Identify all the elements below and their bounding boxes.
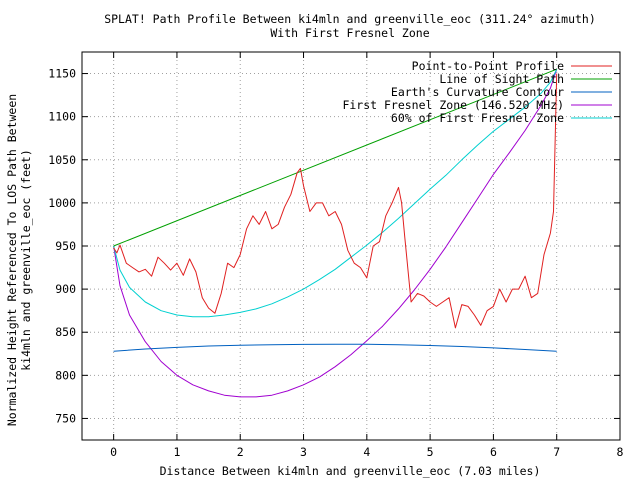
- y-tick-label: 850: [55, 325, 76, 339]
- y-tick-label: 750: [55, 411, 76, 425]
- series-line-first-fresnel-zone-146-520-mhz: [113, 69, 558, 398]
- y-tick-label: 950: [55, 239, 76, 253]
- grid-lines: [82, 52, 621, 440]
- axes: 0 1 2 3 4 5 6 7 8 750 800 850 900 950 1000 1050 1100 1150: [48, 51, 624, 459]
- x-tick-label: 5: [427, 445, 434, 459]
- legend-entry-label: First Fresnel Zone (146.520 MHz): [342, 98, 564, 112]
- y-axis-label-line1: Normalized Height Referenced To LOS Path…: [5, 94, 19, 426]
- chart-subtitle: With First Fresnel Zone: [270, 26, 429, 40]
- legend-entry-label: Line of Sight Path: [439, 72, 564, 86]
- legend-entry-label: Earth's Curvature Contour: [391, 85, 564, 99]
- series-line-earth-s-curvature-contour: [113, 343, 557, 352]
- plot-lines: [113, 68, 558, 398]
- series-line-line-of-sight-path: [113, 68, 557, 247]
- legend-entry-label: Point-to-Point Profile: [412, 59, 564, 73]
- x-tick-label: 2: [237, 445, 244, 459]
- y-tick-label: 1050: [48, 153, 76, 167]
- series-line-point-to-point-profile: [113, 73, 558, 329]
- x-axis-label: Distance Between ki4mln and greenville_e…: [160, 464, 541, 478]
- y-tick-label: 900: [55, 282, 76, 296]
- x-tick-label: 6: [490, 445, 497, 459]
- series-line-60-of-first-fresnel-zone: [113, 68, 558, 318]
- chart-title: SPLAT! Path Profile Between ki4mln and g…: [104, 12, 596, 26]
- x-tick-label: 7: [553, 445, 560, 459]
- x-tick-label: 8: [617, 445, 624, 459]
- x-tick-label: 3: [300, 445, 307, 459]
- y-tick-label: 1100: [48, 110, 76, 124]
- x-tick-label: 1: [173, 445, 180, 459]
- y-tick-label: 1150: [48, 67, 76, 81]
- y-axis-label-line2: ki4mln and greenville_eoc (feet): [19, 149, 33, 371]
- legend-entry-label: 60% of First Fresnel Zone: [391, 111, 564, 125]
- x-tick-label: 0: [110, 445, 117, 459]
- y-tick-label: 800: [55, 368, 76, 382]
- y-tick-label: 1000: [48, 196, 76, 210]
- x-tick-label: 4: [363, 445, 370, 459]
